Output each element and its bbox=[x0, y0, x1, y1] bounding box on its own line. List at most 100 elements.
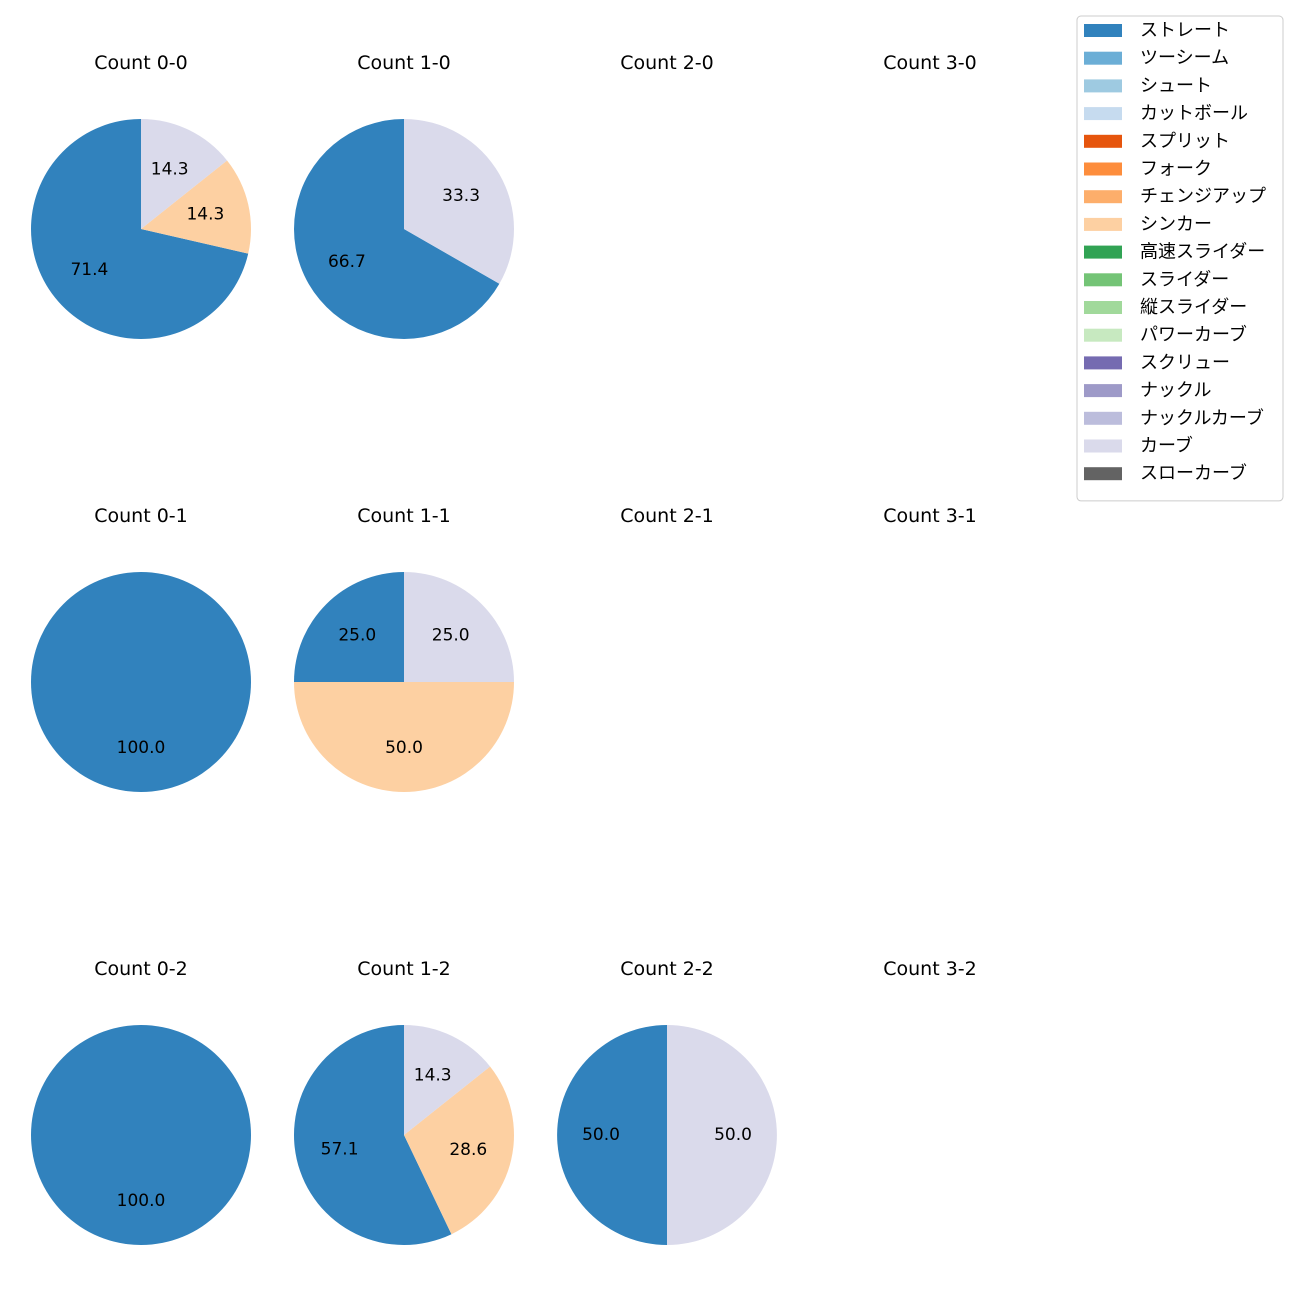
legend-entry: シンカー bbox=[1084, 214, 1212, 235]
pie-slice-3 bbox=[404, 572, 514, 682]
panel-title: Count 0-1 bbox=[94, 505, 188, 527]
pie-slice-1 bbox=[293, 1025, 452, 1246]
pie-slice-2 bbox=[404, 118, 515, 284]
pie-slice-1 bbox=[31, 572, 251, 792]
legend-entry: フォーク bbox=[1084, 159, 1212, 180]
legend-swatch bbox=[1084, 273, 1122, 287]
legend-entry: スクリュー bbox=[1084, 352, 1230, 373]
legend-label: ナックル bbox=[1140, 380, 1211, 401]
legend-entry: スライダー bbox=[1084, 269, 1229, 290]
panel-title: Count 2-1 bbox=[620, 505, 714, 527]
pie-slice-label: 66.7 bbox=[328, 252, 366, 272]
pie-panel-count-3-2: Count 3-2 bbox=[883, 958, 977, 980]
pie-slice-label: 14.3 bbox=[151, 160, 189, 180]
pie-slice-3 bbox=[404, 1025, 491, 1135]
legend-swatch bbox=[1084, 190, 1122, 204]
pie-panel-count-1-1: Count 1-1 25.0 50.0 25.0 bbox=[294, 505, 514, 792]
pie-slice-1 bbox=[294, 119, 500, 339]
pie-panel-count-1-2: Count 1-2 57.1 28.6 14.3 bbox=[293, 958, 514, 1246]
legend-swatch bbox=[1084, 107, 1122, 121]
panel-title: Count 2-2 bbox=[620, 958, 714, 980]
legend-entry: 縦スライダー bbox=[1084, 297, 1247, 318]
pie-slice-label: 28.6 bbox=[449, 1140, 487, 1160]
legend-swatch bbox=[1084, 328, 1122, 342]
panel-title: Count 0-2 bbox=[94, 958, 188, 980]
legend-entry: カーブ bbox=[1084, 435, 1193, 457]
pie-slice-label: 25.0 bbox=[338, 625, 376, 645]
pie-panel-count-0-1: Count 0-1 100.0 bbox=[31, 505, 251, 792]
legend-label: スプリット bbox=[1140, 131, 1230, 152]
legend-swatch bbox=[1084, 24, 1122, 37]
pie-panel-count-3-0: Count 3-0 bbox=[883, 52, 977, 74]
pie-slice-label: 14.3 bbox=[414, 1066, 452, 1086]
pie-slice-label: 57.1 bbox=[321, 1140, 359, 1160]
legend-label: ツーシーム bbox=[1140, 48, 1229, 69]
panel-title: Count 1-0 bbox=[357, 52, 451, 74]
pie-slice-label: 50.0 bbox=[385, 738, 423, 758]
legend-label: スライダー bbox=[1140, 269, 1229, 290]
panel-title: Count 3-2 bbox=[883, 958, 977, 980]
panel-title: Count 1-1 bbox=[357, 505, 451, 527]
pie-panel-count-2-2: Count 2-2 50.0 50.0 bbox=[557, 958, 777, 1245]
pie-slice-label: 50.0 bbox=[582, 1125, 620, 1145]
legend-frame bbox=[1076, 15, 1284, 502]
legend-label: ナックルカーブ bbox=[1140, 407, 1264, 429]
pie-slice-label: 33.3 bbox=[442, 186, 480, 206]
pie-panel-count-1-0: Count 1-0 66.7 33.3 bbox=[294, 52, 515, 339]
pie-slice-label: 25.0 bbox=[432, 625, 470, 645]
pie-slice-1 bbox=[31, 1025, 251, 1245]
pie-panel-count-0-0: Count 0-0 71.4 14.3 14.3 bbox=[31, 52, 252, 339]
legend-swatch bbox=[1084, 51, 1122, 65]
legend-entry: スプリット bbox=[1084, 131, 1230, 152]
legend-entry: ナックル bbox=[1084, 380, 1211, 401]
pie-slice-1 bbox=[557, 1025, 667, 1245]
legend-label: シンカー bbox=[1140, 214, 1212, 235]
pie-slice-2 bbox=[404, 1066, 514, 1235]
legend-entry: パワーカーブ bbox=[1084, 324, 1247, 346]
legend-label: パワーカーブ bbox=[1140, 324, 1247, 346]
pie-slice-1 bbox=[294, 572, 404, 682]
panel-title: Count 2-0 bbox=[620, 52, 714, 74]
legend-swatch bbox=[1084, 162, 1122, 176]
pie-slice-label: 14.3 bbox=[186, 204, 224, 224]
legend-swatch bbox=[1084, 79, 1122, 93]
legend-swatch bbox=[1084, 356, 1122, 370]
pie-slice-label: 71.4 bbox=[70, 260, 108, 280]
pie-slice-3 bbox=[141, 118, 228, 229]
legend-swatch bbox=[1084, 134, 1122, 148]
pie-slice-2 bbox=[141, 160, 252, 254]
legend-swatch bbox=[1084, 411, 1122, 425]
pie-slice-2 bbox=[667, 1025, 777, 1245]
legend-label: フォーク bbox=[1140, 159, 1212, 180]
legend-swatch bbox=[1084, 217, 1122, 231]
legend: ストレートツーシームシュートカットボールスプリットフォークチェンジアップシンカー… bbox=[1076, 15, 1284, 502]
pie-slice-label: 50.0 bbox=[714, 1125, 752, 1145]
legend-entry: 高速スライダー bbox=[1084, 242, 1265, 263]
pie-panel-count-3-1: Count 3-1 bbox=[883, 505, 977, 527]
pie-panel-count-0-2: Count 0-2 100.0 bbox=[31, 958, 251, 1245]
legend-entry: ツーシーム bbox=[1084, 48, 1229, 69]
pie-slice-1 bbox=[31, 119, 249, 339]
legend-entry: カットボール bbox=[1084, 103, 1248, 124]
pie-slice-2 bbox=[294, 682, 514, 792]
pie-panel-count-2-0: Count 2-0 bbox=[620, 52, 714, 74]
legend-label: カーブ bbox=[1140, 435, 1193, 457]
pie-slice-label: 100.0 bbox=[117, 1191, 166, 1211]
panel-title: Count 3-1 bbox=[883, 505, 977, 527]
legend-label: 高速スライダー bbox=[1140, 242, 1265, 263]
legend-label: 縦スライダー bbox=[1140, 297, 1247, 318]
legend-label: カットボール bbox=[1140, 103, 1248, 124]
pie-panel-count-2-1: Count 2-1 bbox=[620, 505, 714, 527]
legend-label: シュート bbox=[1140, 75, 1212, 96]
legend-label: ストレート bbox=[1140, 20, 1230, 41]
legend-entry: ストレート bbox=[1084, 20, 1230, 41]
legend-entry: スローカーブ bbox=[1084, 462, 1247, 484]
pie-slice-label: 100.0 bbox=[117, 738, 166, 758]
legend-swatch bbox=[1084, 301, 1122, 314]
legend-label: スクリュー bbox=[1140, 352, 1230, 373]
legend-swatch bbox=[1084, 467, 1122, 481]
legend-swatch bbox=[1084, 384, 1122, 398]
legend-swatch bbox=[1084, 245, 1122, 259]
